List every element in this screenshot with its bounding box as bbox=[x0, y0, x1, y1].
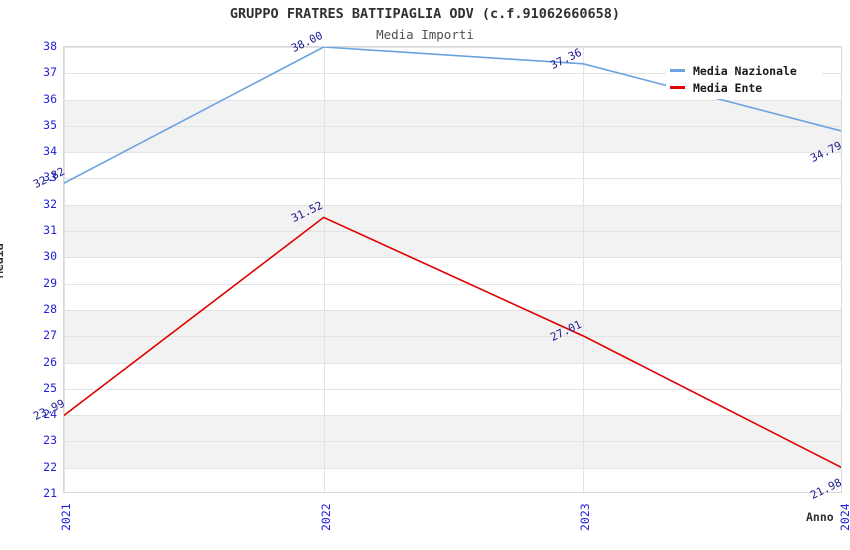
y-tick-label: 30 bbox=[43, 249, 57, 264]
gridline-horizontal bbox=[64, 47, 841, 48]
gridline-horizontal bbox=[64, 73, 841, 75]
x-tick-label: 2024 bbox=[838, 503, 850, 531]
legend-label-media-ente: Media Ente bbox=[693, 80, 763, 95]
y-tick-label: 34 bbox=[43, 144, 57, 159]
gridline-horizontal bbox=[64, 388, 841, 390]
legend-label-media-nazionale: Media Nazionale bbox=[693, 63, 797, 78]
y-tick-label: 35 bbox=[43, 117, 57, 132]
gridline-horizontal bbox=[64, 362, 841, 364]
y-tick-label: 28 bbox=[43, 301, 57, 316]
plot-bands bbox=[64, 47, 841, 492]
x-axis-title: Anno bbox=[806, 510, 834, 524]
chart-title: GRUPPO FRATRES BATTIPAGLIA ODV (c.f.9106… bbox=[229, 6, 621, 22]
gridline-horizontal bbox=[64, 309, 841, 311]
gridline-horizontal bbox=[64, 441, 841, 443]
series-line bbox=[64, 216, 841, 469]
y-tick-label: 27 bbox=[43, 328, 57, 343]
y-tick-label: 21 bbox=[43, 486, 57, 500]
gridline-horizontal bbox=[64, 125, 841, 127]
y-tick-label: 24 bbox=[43, 407, 57, 422]
gridline-vertical bbox=[64, 47, 65, 492]
gridline-horizontal bbox=[64, 178, 841, 180]
y-tick-label: 32 bbox=[43, 196, 57, 211]
y-axis-title: Media bbox=[0, 243, 6, 278]
plot-band bbox=[64, 99, 841, 153]
y-tick-label: 29 bbox=[43, 275, 57, 290]
gridline-horizontal bbox=[64, 467, 841, 469]
chart-legend: Media Nazionale Media Ente bbox=[666, 60, 822, 99]
x-tick-label: 2022 bbox=[318, 503, 333, 531]
plot-band bbox=[64, 415, 841, 468]
gridline-horizontal bbox=[64, 152, 841, 154]
gridline-vertical bbox=[323, 47, 325, 492]
plot-band bbox=[64, 309, 841, 363]
legend-swatch-media-nazionale bbox=[670, 69, 685, 72]
series-lines bbox=[64, 47, 841, 469]
y-tick-label: 38 bbox=[43, 39, 57, 53]
y-axis-ticks: 38 37 36 35 34 33 32 31 30 29 28 27 26 25 24 23 22 21 bbox=[0, 0, 57, 550]
y-tick-label: 33 bbox=[43, 170, 57, 185]
gridline-horizontal bbox=[64, 204, 841, 206]
gridline-horizontal bbox=[64, 99, 841, 101]
legend-item-media-nazionale[interactable]: Media Nazionale bbox=[670, 62, 818, 79]
gridline-horizontal bbox=[64, 257, 841, 259]
legend-item-media-ente[interactable]: Media Ente bbox=[670, 79, 818, 96]
legend-swatch-media-ente bbox=[670, 86, 685, 89]
y-tick-label: 25 bbox=[43, 380, 57, 395]
gridline-horizontal bbox=[64, 415, 841, 417]
y-tick-label: 26 bbox=[43, 354, 57, 369]
y-tick-label: 31 bbox=[43, 223, 57, 238]
plot-band bbox=[64, 204, 841, 258]
gridline-horizontal bbox=[64, 231, 841, 233]
chart-subtitle: Media Importi bbox=[376, 27, 474, 42]
gridline-horizontal bbox=[64, 336, 841, 338]
gridline-vertical bbox=[583, 47, 585, 492]
gridline-horizontal bbox=[64, 283, 841, 285]
y-tick-label: 36 bbox=[43, 91, 57, 106]
y-tick-label: 23 bbox=[43, 433, 57, 448]
plot-area bbox=[63, 46, 842, 493]
x-tick-label: 2021 bbox=[59, 503, 73, 531]
y-tick-label: 37 bbox=[43, 65, 57, 80]
y-tick-label: 22 bbox=[43, 459, 57, 474]
x-tick-label: 2023 bbox=[578, 503, 593, 531]
